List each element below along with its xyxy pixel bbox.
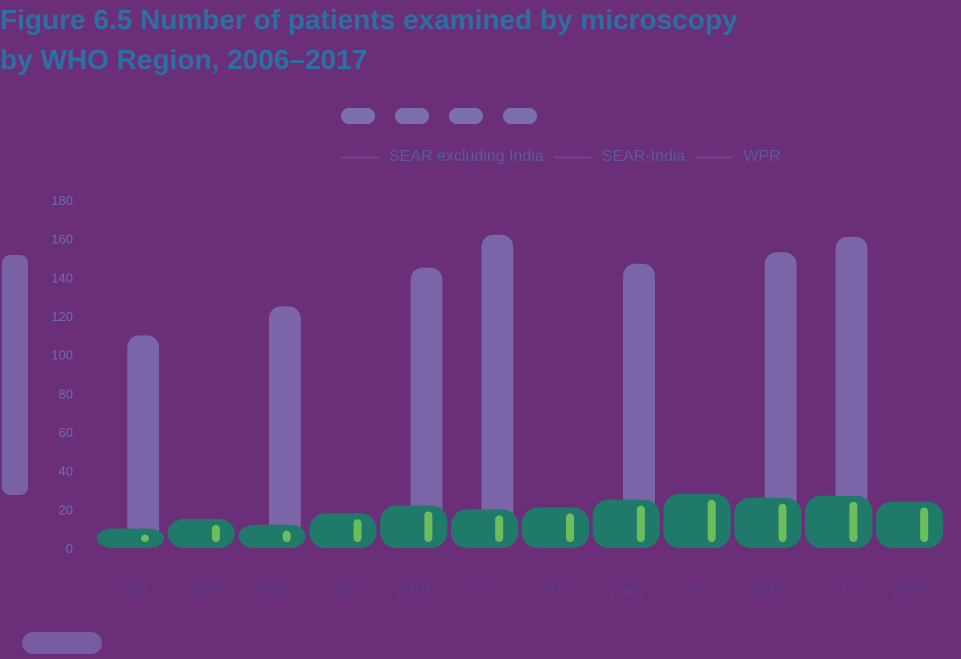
- bar-series-1: [835, 236, 868, 548]
- legend-line-1: [341, 155, 379, 159]
- x-tick-label: 2013: [610, 583, 643, 600]
- bar-highlight: [424, 511, 433, 542]
- y-tick-label: 40: [59, 464, 73, 479]
- y-tick-label: 140: [51, 270, 73, 285]
- bar-series-2: [592, 499, 660, 548]
- legend-swatch-2: [395, 108, 429, 124]
- bar-series-2: [734, 497, 802, 548]
- y-axis: 0 20 40 60 80 100 120 140 160 180: [2, 193, 102, 654]
- bar-highlight: [707, 499, 716, 542]
- legend-row-swatches: [341, 108, 547, 124]
- y-tick-label: 180: [51, 193, 73, 208]
- bar-series-2: [875, 501, 944, 548]
- legend-swatch-4: [503, 108, 537, 124]
- footnote-logo-icon: [22, 632, 102, 654]
- bar-series-2: [238, 524, 306, 548]
- bar-series-1: [127, 335, 160, 548]
- legend-row-lines: SEAR excluding India SEAR-India WPR: [341, 148, 781, 166]
- bar-highlight: [636, 505, 645, 542]
- bar-series-2: [521, 507, 590, 548]
- bars: [96, 234, 944, 549]
- bar-series-1: [410, 267, 443, 548]
- bar-series-1: [764, 252, 797, 548]
- x-tick-label: 2014: [680, 583, 713, 600]
- bar-series-2: [167, 519, 235, 548]
- x-tick-label: 2017: [893, 583, 926, 600]
- y-tick-label: 100: [51, 348, 73, 363]
- legend-line-label-3: WPR: [743, 148, 781, 165]
- y-tick-label: 120: [51, 309, 73, 324]
- y-tick-label: 80: [59, 386, 73, 401]
- bar-highlight: [778, 503, 787, 542]
- x-tick-label: 2011: [468, 583, 500, 600]
- bar-series-2: [380, 505, 448, 548]
- bar-highlight: [353, 519, 362, 542]
- x-tick-label: 2012: [539, 583, 572, 600]
- x-tick-label: 2007: [185, 583, 218, 600]
- y-tick-label: 160: [51, 232, 73, 247]
- legend-swatch-1: [341, 108, 375, 124]
- bar-series-1: [623, 263, 655, 548]
- bar-highlight: [211, 525, 220, 542]
- y-axis-title-block: [2, 255, 28, 495]
- bar-highlight: [849, 501, 858, 542]
- x-tick-label: 2009: [326, 583, 359, 600]
- bar-highlight: [566, 513, 575, 542]
- figure-title-line-2: by WHO Region, 2006–2017: [0, 44, 368, 75]
- y-tick-label: 60: [59, 425, 73, 440]
- bar-series-1: [268, 306, 301, 548]
- figure-title-line-1: Figure 6.5 Number of patients examined b…: [0, 4, 738, 35]
- x-tick-label: 2010: [397, 583, 430, 600]
- y-tick-label: 20: [59, 502, 73, 517]
- x-tick-label: 2006: [114, 583, 147, 600]
- bar-highlight: [141, 534, 150, 542]
- y-tick-label: 0: [66, 541, 73, 556]
- x-tick-label: 2008: [255, 583, 288, 600]
- bar-series-2: [450, 509, 519, 548]
- bar-highlight: [920, 507, 929, 542]
- bar-series-1: [481, 234, 514, 549]
- x-tick-label: 2015: [751, 583, 784, 600]
- bar-highlight: [282, 530, 291, 542]
- bar-highlight: [495, 515, 504, 542]
- legend-line-3: [695, 155, 734, 159]
- legend-swatch-3: [449, 108, 483, 124]
- x-axis-labels: 2006 2007 2008 2009 2010 2011 2012 2013 2014 2015…: [114, 583, 927, 600]
- legend-line-label-1: SEAR excluding India: [389, 148, 544, 165]
- x-tick-label: 2016: [822, 583, 855, 600]
- figure-title: Figure 6.5 Number of patients examined b…: [0, 0, 840, 80]
- legend-line-2: [553, 155, 592, 159]
- bar-series-2: [309, 513, 377, 548]
- legend-line-label-2: SEAR-India: [601, 148, 686, 165]
- bar-series-2: [805, 495, 873, 548]
- bar-series-2: [663, 493, 731, 548]
- bar-series-2: [96, 528, 165, 548]
